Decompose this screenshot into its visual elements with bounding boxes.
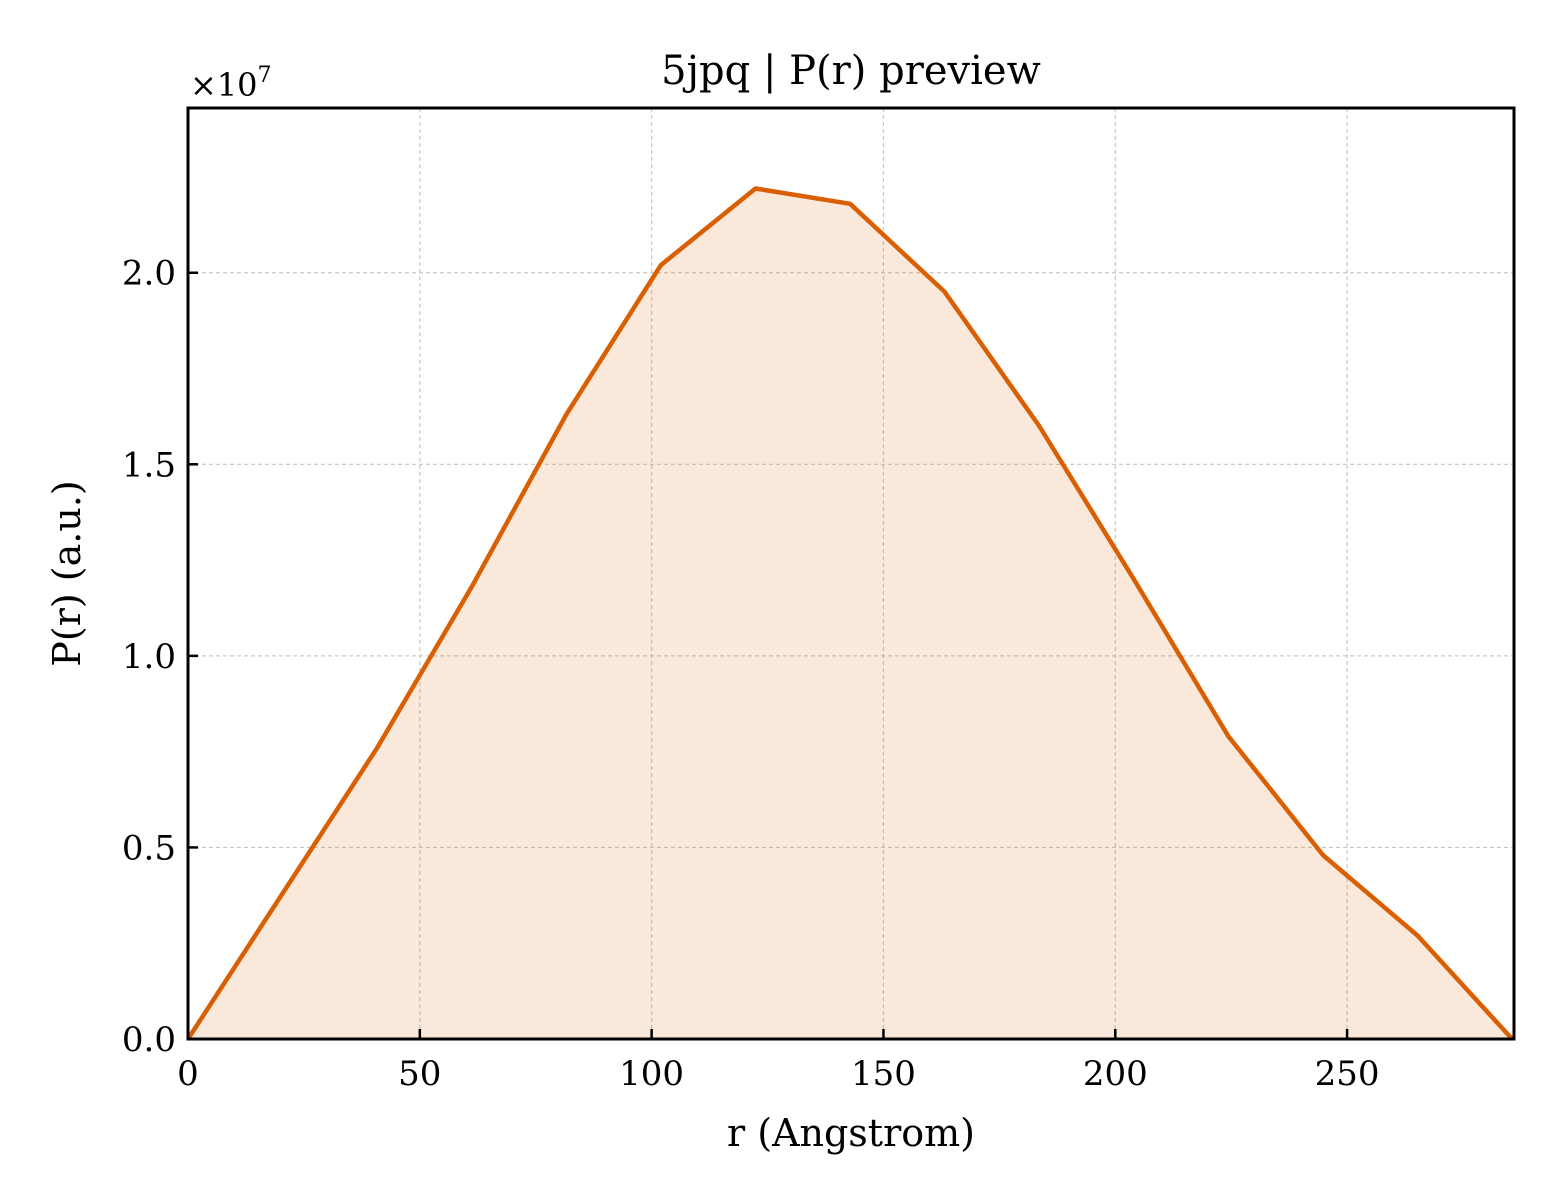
grid [188,108,1514,1039]
series-area-fill [188,188,1513,1039]
y-tick-label: 1.0 [122,637,176,677]
x-tick-label: 0 [177,1054,199,1094]
y-tick-label: 0.0 [122,1020,176,1060]
ticks: 0 50 100 150 200 250 0.0 0.5 1.0 1.5 2.0 [122,254,1380,1094]
x-tick-label: 200 [1083,1054,1148,1094]
y-scale-multiplier: ×107 [190,63,272,104]
y-tick-label: 1.5 [122,445,176,485]
plot-frame [186,106,1516,1041]
x-tick-label: 50 [398,1054,441,1094]
x-tick-label: 150 [851,1054,916,1094]
y-scale-base: ×10 [190,66,258,104]
y-scale-exponent: 7 [258,63,272,88]
x-tick-label: 100 [619,1054,684,1094]
x-axis-label: r (Angstrom) [727,1111,975,1155]
series-line [186,186,1514,1041]
y-tick-label: 0.5 [122,828,176,868]
y-axis-label: P(r) (a.u.) [45,480,89,666]
x-tick-label: 250 [1315,1054,1380,1094]
chart-title: 5jpq | P(r) preview [661,48,1041,94]
y-tick-label: 2.0 [122,254,176,294]
